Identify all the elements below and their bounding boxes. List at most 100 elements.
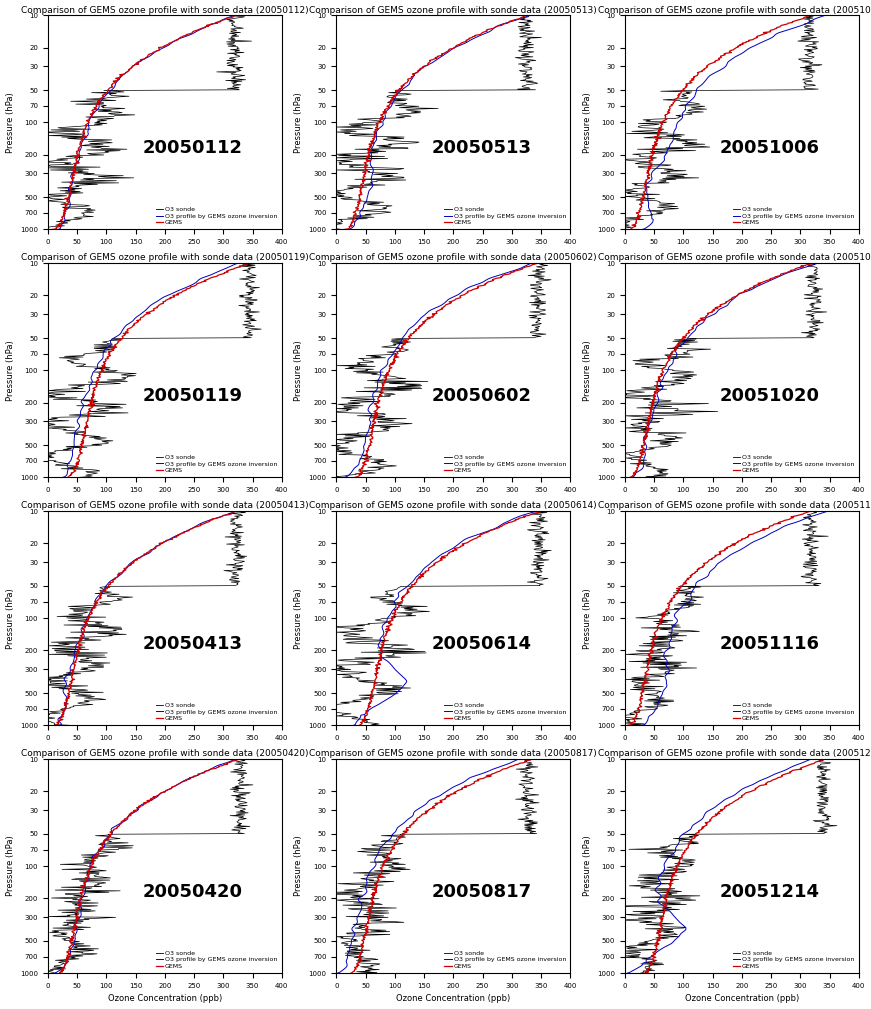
O3 sonde: [62, 190, 72, 202]
Legend: O3 sonde, O3 profile by GEMS ozone inversion, GEMS: O3 sonde, O3 profile by GEMS ozone inver…: [442, 949, 567, 970]
O3 profile by GEMS ozone inversion: [78, 632, 89, 644]
GEMS: [520, 10, 530, 22]
O3 sonde: [375, 204, 386, 216]
O3 profile by GEMS ozone inversion: [84, 384, 94, 397]
GEMS: [525, 754, 536, 766]
O3 sonde: [802, 10, 813, 22]
O3 sonde: [101, 438, 111, 450]
O3 sonde: [646, 632, 657, 644]
O3 profile by GEMS ozone inversion: [375, 632, 386, 644]
GEMS: [818, 754, 828, 766]
Y-axis label: Pressure (hPa): Pressure (hPa): [5, 835, 15, 897]
O3 sonde: [692, 137, 702, 149]
Title: Comparison of GEMS ozone profile with sonde data (20050614): Comparison of GEMS ozone profile with so…: [309, 501, 598, 511]
GEMS: [62, 204, 72, 216]
O3 profile by GEMS ozone inversion: [371, 384, 381, 397]
GEMS: [362, 451, 373, 463]
GEMS: [377, 384, 388, 397]
O3 profile by GEMS ozone inversion: [375, 636, 385, 648]
GEMS: [75, 880, 85, 892]
Legend: O3 sonde, O3 profile by GEMS ozone inversion, GEMS: O3 sonde, O3 profile by GEMS ozone inver…: [732, 206, 855, 226]
Line: GEMS: GEMS: [56, 512, 236, 725]
Y-axis label: Pressure (hPa): Pressure (hPa): [583, 92, 591, 152]
Title: Comparison of GEMS ozone profile with sonde data (20050119): Comparison of GEMS ozone profile with so…: [21, 253, 308, 262]
Line: O3 profile by GEMS ozone inversion: O3 profile by GEMS ozone inversion: [631, 263, 818, 477]
GEMS: [647, 632, 658, 644]
Y-axis label: Pressure (hPa): Pressure (hPa): [294, 92, 303, 152]
O3 profile by GEMS ozone inversion: [361, 880, 371, 892]
Line: O3 sonde: O3 sonde: [48, 263, 261, 477]
O3 profile by GEMS ozone inversion: [638, 719, 648, 732]
GEMS: [368, 136, 379, 148]
GEMS: [67, 933, 78, 945]
O3 sonde: [635, 967, 645, 979]
O3 profile by GEMS ozone inversion: [360, 438, 370, 450]
O3 sonde: [523, 753, 533, 765]
GEMS: [233, 754, 243, 766]
GEMS: [64, 685, 75, 697]
GEMS: [372, 880, 382, 892]
Legend: O3 sonde, O3 profile by GEMS ozone inversion, GEMS: O3 sonde, O3 profile by GEMS ozone inver…: [732, 454, 855, 474]
O3 sonde: [817, 753, 827, 765]
O3 profile by GEMS ozone inversion: [666, 633, 677, 645]
GEMS: [90, 384, 100, 397]
O3 profile by GEMS ozone inversion: [654, 880, 665, 892]
O3 sonde: [236, 506, 246, 518]
Text: 20050513: 20050513: [431, 139, 531, 157]
GEMS: [346, 967, 356, 979]
O3 profile by GEMS ozone inversion: [667, 136, 678, 148]
Line: O3 profile by GEMS ozone inversion: O3 profile by GEMS ozone inversion: [344, 263, 531, 477]
O3 profile by GEMS ozone inversion: [822, 506, 833, 518]
GEMS: [73, 636, 84, 648]
O3 sonde: [104, 140, 114, 152]
GEMS: [365, 438, 375, 450]
O3 sonde: [391, 384, 402, 397]
Line: O3 sonde: O3 sonde: [625, 15, 822, 229]
GEMS: [653, 384, 664, 397]
GEMS: [75, 633, 85, 645]
GEMS: [350, 471, 361, 483]
O3 profile by GEMS ozone inversion: [655, 384, 665, 397]
O3 sonde: [342, 633, 353, 645]
Line: O3 sonde: O3 sonde: [48, 759, 253, 973]
O3 sonde: [90, 880, 100, 892]
GEMS: [241, 258, 252, 270]
Text: 20050112: 20050112: [143, 139, 243, 157]
GEMS: [802, 10, 813, 22]
Line: O3 profile by GEMS ozone inversion: O3 profile by GEMS ozone inversion: [63, 263, 238, 477]
GEMS: [59, 699, 70, 711]
Text: 20050614: 20050614: [431, 635, 531, 653]
Line: O3 sonde: O3 sonde: [336, 759, 539, 973]
Title: Comparison of GEMS ozone profile with sonde data (20050420): Comparison of GEMS ozone profile with so…: [21, 750, 308, 759]
O3 profile by GEMS ozone inversion: [332, 967, 342, 979]
GEMS: [636, 204, 646, 216]
Text: 20050602: 20050602: [431, 387, 531, 405]
O3 sonde: [50, 884, 60, 896]
O3 sonde: [645, 881, 656, 893]
Y-axis label: Pressure (hPa): Pressure (hPa): [583, 340, 591, 401]
O3 profile by GEMS ozone inversion: [369, 137, 380, 149]
O3 profile by GEMS ozone inversion: [356, 451, 367, 463]
Title: Comparison of GEMS ozone profile with sonde data (20050817): Comparison of GEMS ozone profile with so…: [309, 750, 598, 759]
O3 profile by GEMS ozone inversion: [645, 204, 655, 216]
GEMS: [244, 257, 254, 269]
GEMS: [650, 388, 660, 401]
O3 sonde: [77, 947, 87, 960]
O3 profile by GEMS ozone inversion: [523, 10, 533, 22]
O3 profile by GEMS ozone inversion: [229, 9, 240, 21]
O3 profile by GEMS ozone inversion: [84, 384, 95, 397]
Line: GEMS: GEMS: [630, 15, 809, 229]
O3 sonde: [230, 10, 240, 22]
O3 sonde: [49, 967, 59, 979]
GEMS: [355, 947, 366, 960]
Line: O3 profile by GEMS ozone inversion: O3 profile by GEMS ozone inversion: [643, 15, 825, 229]
O3 sonde: [59, 388, 70, 401]
GEMS: [78, 438, 89, 450]
Y-axis label: Pressure (hPa): Pressure (hPa): [5, 340, 15, 401]
Line: O3 sonde: O3 sonde: [336, 512, 551, 725]
GEMS: [47, 223, 57, 235]
O3 sonde: [407, 384, 417, 397]
O3 profile by GEMS ozone inversion: [651, 947, 661, 960]
O3 profile by GEMS ozone inversion: [820, 506, 831, 518]
X-axis label: Ozone Concentration (ppb): Ozone Concentration (ppb): [396, 995, 510, 1003]
